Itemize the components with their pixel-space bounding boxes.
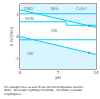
svg-text:0: 0 bbox=[19, 70, 22, 75]
svg-text:CN⁻: CN⁻ bbox=[51, 28, 59, 33]
svg-text:The straight lines (a) and (b): The straight lines (a) and (b) are the t… bbox=[4, 86, 83, 96]
svg-text:HCN: HCN bbox=[25, 16, 34, 21]
svg-text:CN⁻: CN⁻ bbox=[27, 51, 35, 56]
svg-text:0: 0 bbox=[16, 34, 19, 39]
svg-text:14: 14 bbox=[93, 70, 99, 75]
svg-text:a: a bbox=[88, 23, 91, 28]
svg-text:E (V/ENH): E (V/ENH) bbox=[9, 26, 14, 46]
svg-text:C₂O₄²⁻: C₂O₄²⁻ bbox=[76, 6, 89, 11]
svg-text:-1: -1 bbox=[15, 56, 19, 61]
svg-text:1: 1 bbox=[16, 12, 19, 17]
svg-text:CNO⁻: CNO⁻ bbox=[24, 6, 35, 11]
svg-text:b: b bbox=[88, 50, 91, 55]
svg-text:pH: pH bbox=[55, 75, 61, 80]
svg-text:7: 7 bbox=[57, 70, 60, 75]
svg-text:NH₃: NH₃ bbox=[51, 6, 59, 11]
